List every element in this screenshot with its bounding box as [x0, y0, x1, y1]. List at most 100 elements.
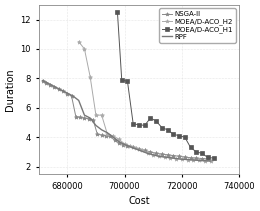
- RPF: [48, 83, 51, 85]
- NSGA-II: [83, 117, 86, 119]
- RPF: [72, 95, 75, 97]
- RPF: [100, 128, 103, 131]
- MOEA/D-ACO_H1: [143, 124, 146, 127]
- MOEA/D-ACO_H1: [149, 117, 152, 119]
- MOEA/D-ACO_H2: [112, 134, 115, 137]
- MOEA/D-ACO_H2: [192, 159, 195, 161]
- Line: MOEA/D-ACO_H2: MOEA/D-ACO_H2: [77, 39, 213, 163]
- MOEA/D-ACO_H1: [172, 133, 175, 135]
- NSGA-II: [74, 115, 77, 118]
- MOEA/D-ACO_H2: [175, 157, 178, 160]
- MOEA/D-ACO_H2: [163, 156, 166, 158]
- NSGA-II: [44, 81, 47, 84]
- NSGA-II: [66, 93, 69, 95]
- RPF: [112, 136, 115, 138]
- NSGA-II: [53, 86, 56, 88]
- MOEA/D-ACO_H1: [166, 128, 169, 131]
- RPF: [106, 131, 109, 134]
- Legend: NSGA-II, MOEA/D-ACO_H2, MOEA/D-ACO_H1, RPF: NSGA-II, MOEA/D-ACO_H2, MOEA/D-ACO_H1, R…: [159, 8, 236, 42]
- MOEA/D-ACO_H2: [186, 158, 189, 161]
- MOEA/D-ACO_H1: [206, 156, 209, 159]
- Y-axis label: Duration: Duration: [5, 68, 15, 111]
- NSGA-II: [155, 152, 158, 155]
- RPF: [66, 92, 69, 94]
- NSGA-II: [149, 151, 152, 153]
- NSGA-II: [200, 157, 204, 160]
- MOEA/D-ACO_H1: [137, 123, 140, 126]
- NSGA-II: [96, 133, 99, 135]
- MOEA/D-ACO_H1: [126, 80, 129, 83]
- Line: RPF: RPF: [43, 81, 211, 161]
- RPF: [198, 159, 201, 162]
- RPF: [129, 145, 132, 148]
- NSGA-II: [122, 143, 125, 146]
- MOEA/D-ACO_H1: [195, 151, 198, 153]
- RPF: [94, 124, 98, 127]
- RPF: [134, 148, 138, 150]
- MOEA/D-ACO_H2: [169, 157, 172, 159]
- MOEA/D-ACO_H2: [146, 151, 149, 154]
- NSGA-II: [132, 146, 135, 149]
- NSGA-II: [206, 158, 209, 160]
- MOEA/D-ACO_H2: [129, 145, 132, 147]
- RPF: [89, 117, 92, 119]
- RPF: [209, 160, 212, 162]
- NSGA-II: [70, 95, 73, 97]
- RPF: [175, 157, 178, 160]
- MOEA/D-ACO_H1: [160, 126, 164, 129]
- RPF: [117, 140, 120, 143]
- MOEA/D-ACO_H2: [100, 114, 103, 116]
- NSGA-II: [183, 156, 186, 158]
- NSGA-II: [189, 157, 192, 159]
- NSGA-II: [105, 134, 108, 137]
- MOEA/D-ACO_H2: [158, 155, 161, 158]
- MOEA/D-ACO_H1: [183, 136, 186, 138]
- MOEA/D-ACO_H2: [203, 160, 206, 162]
- MOEA/D-ACO_H1: [132, 123, 135, 125]
- NSGA-II: [137, 148, 140, 150]
- RPF: [186, 158, 189, 161]
- MOEA/D-ACO_H1: [178, 134, 181, 137]
- RPF: [54, 86, 57, 88]
- RPF: [123, 143, 126, 146]
- MOEA/D-ACO_H2: [198, 159, 201, 162]
- NSGA-II: [143, 149, 146, 152]
- MOEA/D-ACO_H2: [140, 149, 143, 152]
- MOEA/D-ACO_H2: [134, 147, 138, 149]
- NSGA-II: [178, 155, 181, 158]
- MOEA/D-ACO_H2: [180, 158, 184, 161]
- MOEA/D-ACO_H2: [89, 76, 92, 78]
- RPF: [146, 152, 149, 155]
- MOEA/D-ACO_H1: [189, 146, 192, 149]
- RPF: [77, 99, 80, 102]
- MOEA/D-ACO_H2: [77, 40, 80, 43]
- MOEA/D-ACO_H2: [94, 114, 98, 116]
- NSGA-II: [48, 84, 51, 86]
- MOEA/D-ACO_H1: [116, 11, 119, 14]
- RPF: [140, 150, 143, 152]
- NSGA-II: [87, 118, 90, 120]
- RPF: [163, 156, 166, 158]
- MOEA/D-ACO_H2: [106, 133, 109, 135]
- NSGA-II: [160, 153, 164, 155]
- NSGA-II: [61, 90, 64, 92]
- NSGA-II: [117, 142, 120, 144]
- MOEA/D-ACO_H1: [155, 120, 158, 122]
- RPF: [158, 155, 161, 158]
- NSGA-II: [172, 154, 175, 157]
- NSGA-II: [100, 134, 103, 136]
- NSGA-II: [79, 116, 82, 119]
- RPF: [192, 159, 195, 161]
- RPF: [169, 157, 172, 159]
- MOEA/D-ACO_H1: [120, 78, 123, 81]
- RPF: [203, 160, 206, 162]
- NSGA-II: [57, 88, 60, 91]
- Line: MOEA/D-ACO_H1: MOEA/D-ACO_H1: [115, 10, 216, 161]
- MOEA/D-ACO_H2: [209, 160, 212, 162]
- MOEA/D-ACO_H1: [212, 157, 215, 159]
- NSGA-II: [126, 145, 129, 147]
- NSGA-II: [92, 118, 95, 121]
- Line: NSGA-II: NSGA-II: [41, 78, 210, 161]
- RPF: [152, 154, 155, 156]
- MOEA/D-ACO_H2: [117, 138, 120, 141]
